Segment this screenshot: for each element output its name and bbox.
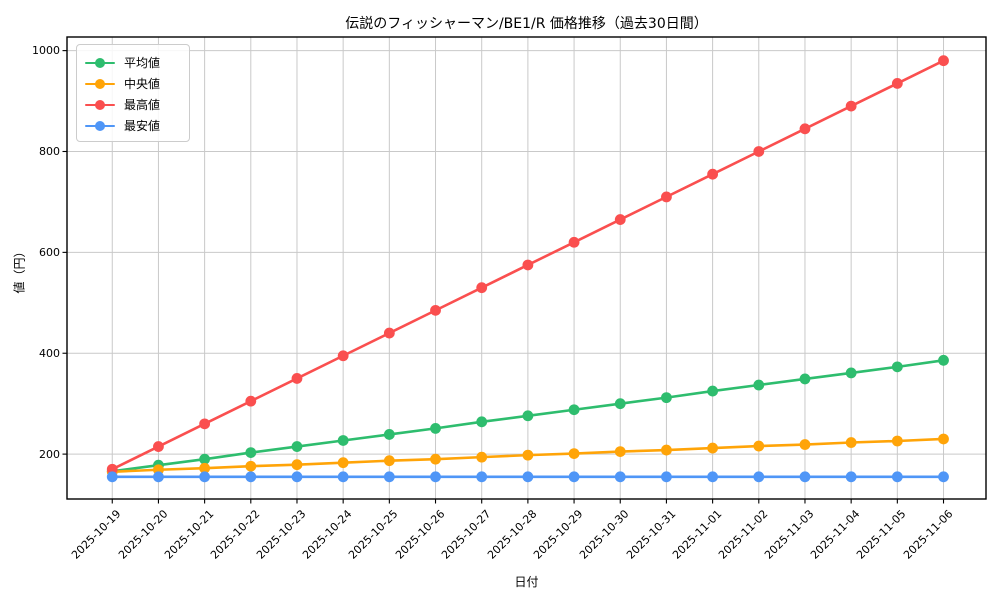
series-marker-3 [845, 471, 857, 483]
series-marker-0 [337, 435, 349, 446]
series-marker-0 [753, 379, 765, 391]
legend-item: 中央値 [85, 73, 181, 94]
series-marker-0 [661, 392, 672, 404]
legend: 平均値中央値最高値最安値 [76, 44, 190, 142]
series-marker-1 [614, 446, 626, 457]
series-marker-0 [799, 373, 811, 385]
series-marker-2 [661, 191, 672, 203]
series-marker-0 [245, 447, 257, 458]
series-marker-0 [291, 441, 303, 452]
y-tick-label: 600 [39, 245, 60, 259]
series-marker-0 [568, 404, 580, 416]
series-marker-1 [938, 433, 949, 445]
series-marker-2 [476, 282, 488, 294]
series-marker-3 [383, 471, 395, 483]
legend-item: 最高値 [85, 94, 181, 115]
series-marker-1 [845, 437, 857, 448]
series-marker-1 [337, 457, 349, 469]
legend-line-marker-icon [85, 120, 115, 131]
series-marker-2 [614, 214, 626, 225]
series-marker-2 [753, 146, 765, 157]
series-marker-3 [891, 471, 903, 483]
series-marker-0 [430, 422, 441, 434]
y-tick-label: 800 [39, 144, 60, 158]
series-marker-0 [938, 354, 949, 366]
x-axis-label: 日付 [514, 575, 539, 589]
series-marker-2 [291, 373, 303, 384]
series-marker-0 [383, 429, 395, 440]
series-marker-1 [430, 453, 441, 465]
series-marker-0 [707, 385, 719, 397]
series-marker-0 [614, 398, 626, 410]
y-axis-label: 値（円） [12, 245, 27, 294]
legend-label: 平均値 [124, 56, 161, 70]
series-marker-3 [661, 471, 672, 483]
series-marker-2 [199, 418, 211, 430]
series-marker-0 [522, 410, 534, 422]
series-marker-2 [891, 78, 903, 89]
series-marker-3 [938, 471, 949, 483]
series-marker-1 [522, 449, 534, 461]
series-marker-1 [799, 439, 811, 450]
legend-item: 最安値 [85, 115, 181, 136]
y-tick-label: 1000 [32, 44, 60, 58]
legend-line-marker-icon [85, 57, 115, 68]
series-marker-3 [522, 471, 534, 483]
series-marker-2 [845, 100, 857, 112]
series-marker-3 [707, 471, 719, 483]
series-marker-3 [799, 471, 811, 483]
legend-line-marker-icon [85, 99, 115, 110]
y-tick-label: 200 [39, 447, 60, 461]
series-marker-1 [199, 462, 211, 474]
series-marker-3 [199, 471, 211, 483]
series-marker-0 [476, 416, 488, 428]
series-marker-3 [476, 471, 488, 483]
series-marker-0 [199, 453, 211, 465]
series-marker-3 [245, 471, 257, 483]
series-marker-2 [106, 463, 118, 475]
series-marker-2 [568, 236, 580, 248]
series-marker-0 [891, 361, 903, 373]
series-marker-1 [476, 451, 488, 463]
axes-spines [66, 36, 987, 500]
series-marker-3 [568, 471, 580, 483]
series-marker-1 [891, 435, 903, 447]
legend-item: 平均値 [85, 52, 181, 73]
series-marker-1 [661, 444, 672, 456]
chart-title: 伝説のフィッシャーマン/BE1/R 価格推移（過去30日間） [345, 16, 708, 32]
series-marker-3 [614, 471, 626, 483]
series-marker-1 [383, 455, 395, 467]
series-marker-1 [707, 442, 719, 454]
series-marker-2 [153, 441, 164, 452]
series-marker-3 [106, 471, 118, 483]
series-marker-0 [845, 367, 857, 379]
legend-line-marker-icon [85, 78, 115, 89]
series-marker-2 [707, 168, 719, 180]
series-marker-2 [799, 123, 811, 135]
series-marker-2 [430, 304, 441, 316]
series-marker-3 [337, 471, 349, 483]
series-marker-3 [753, 471, 765, 483]
legend-label: 最安値 [124, 119, 161, 133]
series-marker-2 [337, 350, 349, 362]
series-marker-1 [753, 440, 765, 452]
series-marker-3 [153, 471, 164, 483]
series-marker-2 [245, 395, 257, 407]
series-marker-1 [568, 448, 580, 460]
series-marker-1 [245, 460, 257, 472]
series-marker-3 [291, 471, 303, 483]
series-marker-3 [430, 471, 441, 483]
series-marker-2 [938, 55, 949, 67]
legend-label: 最高値 [124, 98, 161, 112]
series-marker-2 [383, 327, 395, 339]
series-marker-2 [522, 259, 534, 271]
series-marker-1 [291, 459, 303, 471]
legend-label: 中央値 [124, 77, 161, 91]
y-tick-label: 400 [39, 346, 60, 360]
